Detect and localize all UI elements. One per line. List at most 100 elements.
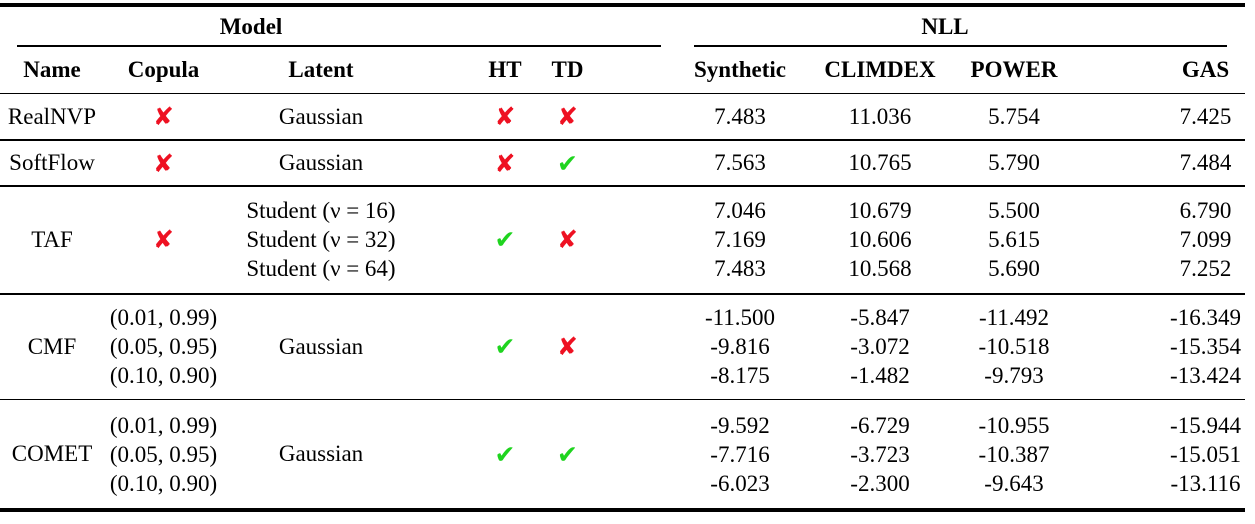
nll-value: 11.036: [848, 103, 912, 129]
table-row-taf: TAF ✘ Student (ν = 16) Student (ν = 32) …: [0, 187, 1245, 293]
nll-value: 5.690: [988, 256, 1040, 282]
nll-value: -2.300: [850, 470, 910, 496]
nll-value: -13.116: [1170, 470, 1241, 496]
nll-value: 7.563: [714, 150, 766, 176]
column-header-power: POWER: [970, 56, 1058, 82]
nll-values: 7.046 7.169 7.483: [658, 196, 812, 283]
column-header-copula: Copula: [127, 56, 200, 82]
nll-value: 7.483: [714, 103, 766, 129]
nll-value: -8.175: [710, 363, 770, 389]
model-cmidrule: [17, 44, 661, 47]
table-row-cmf: CMF (0.01, 0.99) (0.05, 0.95) (0.10, 0.9…: [0, 295, 1245, 399]
row-divider-rule: [0, 398, 1245, 401]
latent-value: Gaussian: [278, 441, 364, 467]
column-header-gas: GAS: [1181, 56, 1230, 82]
row-divider-rule: [0, 185, 1245, 187]
check-icon: ✔: [494, 332, 516, 362]
nll-values: -11.500 -9.816 -8.175: [658, 303, 812, 390]
check-icon: ✔: [557, 148, 578, 178]
group-header-model: Model: [219, 13, 283, 39]
copula-values: (0.01, 0.99) (0.05, 0.95) (0.10, 0.90): [104, 411, 235, 498]
table-row-softflow: SoftFlow ✘ Gaussian ✘ ✔ 7.563 10.765 5.7…: [0, 141, 1245, 185]
latent-value: Student (ν = 64): [246, 256, 396, 282]
row-divider-rule: [0, 292, 1245, 295]
nll-values: 6.790 7.099 7.252: [1108, 196, 1245, 283]
nll-value: -6.023: [710, 470, 770, 496]
nll-value: -15.354: [1170, 334, 1241, 360]
nll-value: -16.349: [1170, 305, 1241, 331]
nll-value: 10.679: [848, 198, 912, 224]
row-divider-rule: [0, 139, 1245, 142]
results-table: Model NLL Name Copula Latent HT TD Synth…: [0, 3, 1245, 512]
nll-value: 7.046: [714, 198, 766, 224]
column-header-row: Name Copula Latent HT TD Synthetic CLIMD…: [0, 47, 1245, 93]
nll-value: 10.606: [848, 227, 912, 253]
cross-icon: ✘: [153, 225, 174, 255]
nll-value: 7.169: [714, 227, 766, 253]
nll-value: 6.790: [1179, 198, 1232, 224]
nll-value: 10.568: [848, 256, 912, 282]
nll-value: -10.955: [978, 412, 1050, 438]
nll-values: -10.955 -10.387 -9.643: [948, 411, 1108, 498]
nll-value: 7.484: [1179, 150, 1232, 176]
nll-value: 10.765: [848, 150, 912, 176]
table-row-realnvp: RealNVP ✘ Gaussian ✘ ✘ 7.483 11.036 5.75…: [0, 94, 1245, 139]
nll-value: 7.099: [1179, 227, 1232, 253]
nll-value: -11.492: [978, 305, 1050, 331]
nll-value: 7.425: [1179, 103, 1232, 129]
cross-icon: ✘: [153, 148, 174, 178]
group-header-nll: NLL: [921, 13, 969, 39]
column-header-td: TD: [551, 56, 584, 82]
nll-values: -9.592 -7.716 -6.023: [658, 411, 812, 498]
column-header-ht: HT: [488, 56, 522, 82]
group-header-row: Model NLL: [0, 7, 1245, 47]
copula-value: (0.10, 0.90): [109, 363, 218, 389]
cross-icon: ✘: [153, 102, 174, 132]
copula-value: (0.05, 0.95): [109, 441, 218, 467]
nll-values: -11.492 -10.518 -9.793: [948, 303, 1108, 390]
cross-icon: ✘: [557, 225, 578, 255]
column-header-latent: Latent: [288, 56, 354, 82]
latent-value: Student (ν = 32): [246, 227, 396, 253]
latent-value: Gaussian: [278, 103, 364, 129]
model-name: TAF: [31, 226, 73, 252]
nll-value: -1.482: [850, 363, 910, 389]
nll-values: -15.944 -15.051 -13.116: [1108, 411, 1245, 498]
nll-values: 10.679 10.606 10.568: [812, 196, 948, 283]
column-header-synthetic: Synthetic: [694, 56, 786, 82]
nll-value: -15.944: [1170, 412, 1241, 438]
latent-value: Gaussian: [278, 150, 364, 176]
copula-values: (0.01, 0.99) (0.05, 0.95) (0.10, 0.90): [104, 303, 235, 390]
nll-value: -9.592: [710, 412, 770, 438]
column-header-name: Name: [23, 56, 81, 82]
column-header-climdex: CLIMDEX: [824, 56, 936, 82]
cross-icon: ✘: [557, 102, 578, 132]
nll-value: -9.793: [984, 363, 1044, 389]
nll-value: -11.500: [704, 305, 776, 331]
nll-value: 7.252: [1179, 256, 1232, 282]
check-icon: ✔: [494, 439, 516, 469]
copula-value: (0.01, 0.99): [109, 305, 218, 331]
nll-values: -6.729 -3.723 -2.300: [812, 411, 948, 498]
nll-values: 5.500 5.615 5.690: [948, 196, 1108, 283]
nll-values: -16.349 -15.354 -13.424: [1108, 303, 1245, 390]
nll-value: 7.483: [714, 256, 766, 282]
cross-icon: ✘: [494, 148, 516, 178]
nll-value: -5.847: [850, 305, 910, 331]
nll-value: -10.387: [978, 441, 1050, 467]
nll-cmidrule: [694, 44, 1227, 47]
nll-value: -15.051: [1170, 441, 1241, 467]
check-icon: ✔: [557, 439, 578, 469]
nll-value: 5.500: [988, 198, 1040, 224]
model-name: RealNVP: [7, 103, 97, 129]
model-name: CMF: [27, 333, 77, 359]
cross-icon: ✘: [494, 102, 516, 132]
nll-value: -13.424: [1170, 363, 1241, 389]
nll-value: 5.615: [988, 227, 1040, 253]
header-divider-rule: [0, 92, 1245, 95]
nll-value: 5.790: [988, 150, 1040, 176]
check-icon: ✔: [494, 225, 516, 255]
table-row-comet: COMET (0.01, 0.99) (0.05, 0.95) (0.10, 0…: [0, 400, 1245, 508]
nll-value: -3.723: [850, 441, 910, 467]
